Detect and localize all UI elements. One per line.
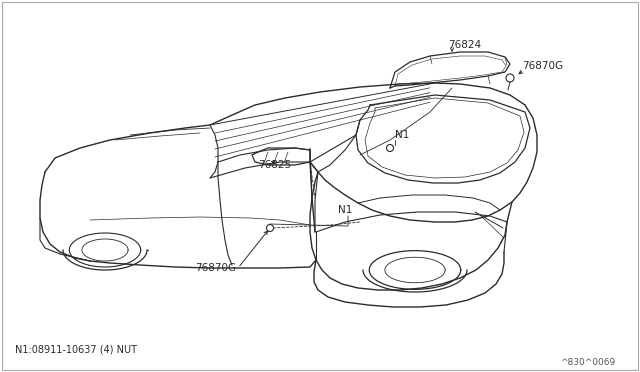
Text: ^830^0069: ^830^0069 [560,358,615,367]
Text: 76824: 76824 [448,40,481,50]
Text: 76870G: 76870G [195,263,236,273]
Text: N1:08911-10637 (4) NUT: N1:08911-10637 (4) NUT [15,345,137,355]
Text: 76825: 76825 [258,160,291,170]
Text: N1: N1 [338,205,353,215]
Text: N1: N1 [395,130,410,140]
Text: 76870G: 76870G [522,61,563,71]
